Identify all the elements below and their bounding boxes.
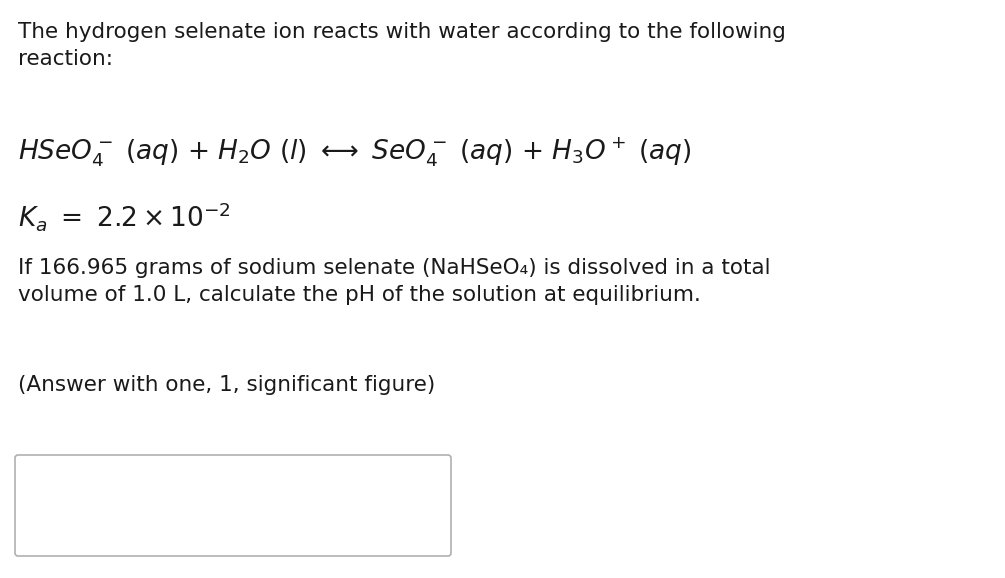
Text: $\mathit{HSeO_4^-}$ $\mathit{(aq)}$ $+$ $\mathit{H_2O}$ $\mathit{(l)}$ $\longlef: $\mathit{HSeO_4^-}$ $\mathit{(aq)}$ $+$ …	[18, 135, 691, 169]
Text: (Answer with one, 1, significant figure): (Answer with one, 1, significant figure)	[18, 375, 435, 395]
Text: If 166.965 grams of sodium selenate (NaHSeO₄) is dissolved in a total
volume of : If 166.965 grams of sodium selenate (NaH…	[18, 258, 771, 305]
FancyBboxPatch shape	[15, 455, 451, 556]
Text: The hydrogen selenate ion reacts with water according to the following
reaction:: The hydrogen selenate ion reacts with wa…	[18, 22, 786, 69]
Text: $\mathit{K_a}$ $=$ $2.2 \times 10^{-2}$: $\mathit{K_a}$ $=$ $2.2 \times 10^{-2}$	[18, 200, 230, 233]
